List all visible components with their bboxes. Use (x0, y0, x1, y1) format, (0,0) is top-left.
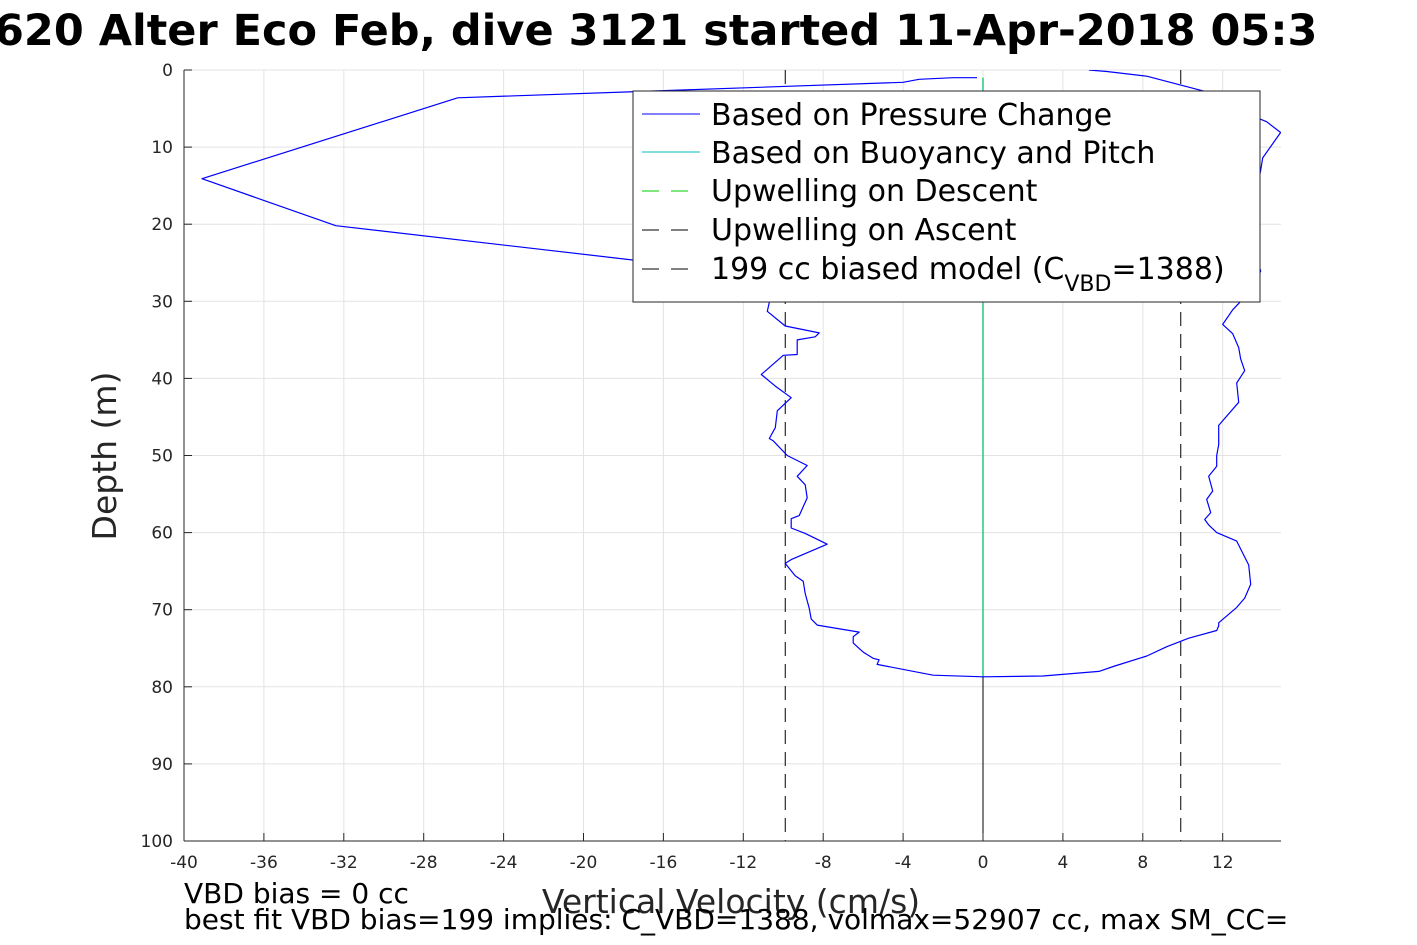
y-tick-label: 80 (151, 678, 173, 698)
legend-label-pressure: Based on Pressure Change (711, 98, 1112, 133)
legend-label-biased-model: 199 cc biased model (CVBD=1388) (711, 252, 1225, 297)
legend-label-biased-model-subscript: VBD (1064, 272, 1111, 297)
x-tick-label: -32 (330, 853, 358, 873)
x-tick-labels: -40 -36 -32 -28 -24 -20 -16 -12 -8 -4 0 4 8 12 (170, 853, 1233, 873)
y-tick-label: 0 (162, 61, 173, 81)
vbd-bias-note: VBD bias = 0 cc (184, 877, 409, 910)
y-tick-labels: 0 10 20 30 40 50 60 70 80 90 100 (141, 61, 173, 852)
y-tick-label: 40 (151, 369, 173, 389)
legend-label-upwelling-ascent: Upwelling on Ascent (711, 213, 1017, 248)
y-tick-label: 70 (151, 601, 173, 621)
x-tick-label: -8 (815, 853, 832, 873)
legend-label-biased-model-suffix: =1388) (1111, 252, 1224, 287)
x-tick-label: -20 (570, 853, 598, 873)
x-tick-label: 12 (1212, 853, 1234, 873)
y-tick-label: 50 (151, 447, 173, 467)
x-tick-label: -4 (895, 853, 912, 873)
y-tick-label: 20 (151, 215, 173, 235)
y-axis-label: Depth (m) (85, 372, 124, 541)
x-tick-label: 8 (1137, 853, 1148, 873)
x-tick-label: 0 (978, 853, 989, 873)
legend-samples (642, 113, 700, 270)
y-tick-label: 10 (151, 138, 173, 158)
x-tick-label: -24 (490, 853, 518, 873)
axes (183, 69, 1281, 842)
best-fit-note: best fit VBD bias=199 implies: C_VBD=138… (184, 903, 1288, 936)
x-tick-label: -12 (729, 853, 757, 873)
y-tick-label: 30 (151, 292, 173, 312)
legend-label-upwelling-descent: Upwelling on Descent (711, 174, 1038, 209)
legend-label-biased-model-main: 199 cc biased model (C (711, 252, 1064, 287)
legend-box (632, 90, 1261, 303)
x-tick-label: -16 (650, 853, 678, 873)
legend: Based on Pressure Change Based on Buoyan… (632, 90, 1261, 303)
x-tick-label: -36 (250, 853, 278, 873)
x-tick-label: -28 (410, 853, 438, 873)
y-tick-label: 100 (141, 832, 173, 852)
chart-title: 620 Alter Eco Feb, dive 3121 started 11-… (0, 6, 1317, 56)
y-tick-label: 60 (151, 524, 173, 544)
x-tick-label: 4 (1057, 853, 1068, 873)
y-tick-label: 90 (151, 755, 173, 775)
legend-label-buoyancy: Based on Buoyancy and Pitch (711, 136, 1155, 171)
x-axis-label: Vertical Velocity (cm/s) (542, 882, 920, 921)
x-tick-label: -40 (170, 853, 198, 873)
